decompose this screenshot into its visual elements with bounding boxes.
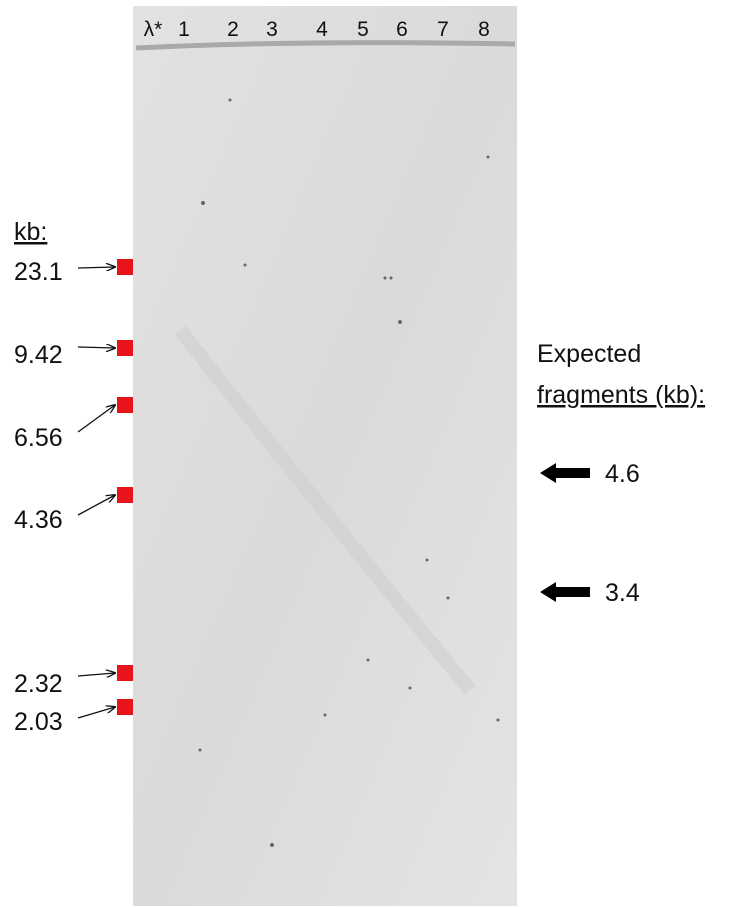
fragment-label: 4.6 (605, 460, 640, 488)
marker-arrow (78, 267, 115, 268)
marker-band (117, 397, 133, 413)
marker-ladder: 23.1 9.42 6.56 4.36 2.32 2.03 (14, 258, 133, 736)
figure: λ*12345678 kb: 23.19.426.564.362.322.03 … (0, 0, 753, 907)
lane-label: 5 (357, 18, 369, 41)
lane-label: 3 (266, 18, 278, 41)
marker-label: 4.36 (14, 506, 63, 534)
fragment-label: 3.4 (605, 579, 640, 607)
marker-label: 23.1 (14, 258, 63, 286)
marker-arrow (78, 405, 115, 432)
lane-label: 8 (478, 18, 490, 41)
marker-band (117, 259, 133, 275)
expected-title: Expected (537, 340, 641, 368)
expected-fragments: 4.6 3.4 (540, 460, 640, 607)
marker-arrow (78, 347, 115, 348)
marker-label: 2.32 (14, 670, 63, 698)
lane-label: 7 (437, 18, 449, 41)
lane-label: 2 (227, 18, 239, 41)
lane-label: 1 (178, 18, 190, 41)
marker-label: 9.42 (14, 341, 63, 369)
lane-label: 6 (396, 18, 408, 41)
marker-band (117, 487, 133, 503)
lane-label: λ* (144, 18, 163, 41)
lane-label: 4 (316, 18, 328, 41)
marker-header: kb: (14, 218, 47, 246)
page: {"gel": {"lanes": ["λ*", "1", "2", "3", … (0, 0, 753, 907)
marker-band (117, 665, 133, 681)
marker-arrow (78, 707, 115, 718)
marker-label: 2.03 (14, 708, 63, 736)
marker-arrow (78, 673, 115, 676)
expected-title: fragments (kb): (537, 381, 705, 409)
marker-label: 6.56 (14, 424, 63, 452)
marker-band (117, 699, 133, 715)
marker-arrow (78, 495, 115, 515)
fragment-arrow (540, 582, 590, 602)
gel (133, 6, 517, 906)
fragment-arrow (540, 463, 590, 483)
marker-band (117, 340, 133, 356)
